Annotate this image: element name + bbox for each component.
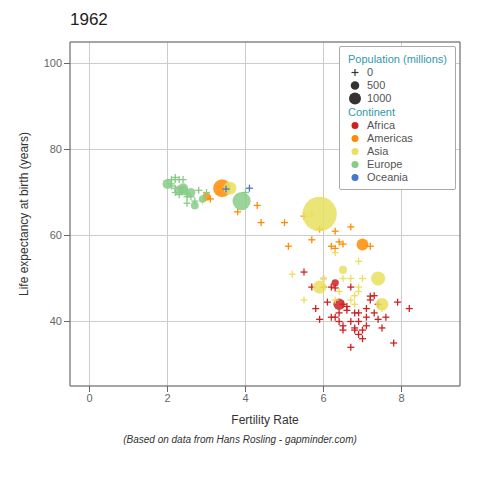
html-text:(Based on data from Hans Rosli: (Based on data from Hans Rosling - gapmi… [123, 434, 357, 445]
svg-text:4: 4 [242, 392, 248, 404]
html-text:Oceania: Oceania [367, 171, 408, 183]
html-text:Continent: Continent [348, 105, 395, 118]
html-text:1000: 1000 [367, 92, 392, 104]
html-text:1962: 1962 [70, 10, 108, 29]
svg-text:8: 8 [398, 392, 404, 404]
html-text:Africa: Africa [367, 119, 396, 131]
svg-text:Fertility Rate: Fertility Rate [231, 413, 299, 427]
svg-text:Life expectancy at birth (year: Life expectancy at birth (years) [17, 132, 31, 296]
svg-text:100: 100 [44, 57, 62, 69]
svg-text:40: 40 [50, 315, 62, 327]
html-text:Asia: Asia [367, 145, 389, 157]
svg-text:60: 60 [50, 229, 62, 241]
html-text:Europe: Europe [367, 158, 403, 170]
svg-text:80: 80 [50, 143, 62, 155]
html-text:500: 500 [367, 79, 386, 91]
html-text:0: 0 [367, 66, 374, 78]
html-text:Americas: Americas [367, 132, 413, 144]
svg-text:0: 0 [86, 392, 92, 404]
svg-text:2: 2 [164, 392, 170, 404]
html-text:Population (millions): Population (millions) [348, 52, 447, 65]
svg-text:6: 6 [320, 392, 326, 404]
